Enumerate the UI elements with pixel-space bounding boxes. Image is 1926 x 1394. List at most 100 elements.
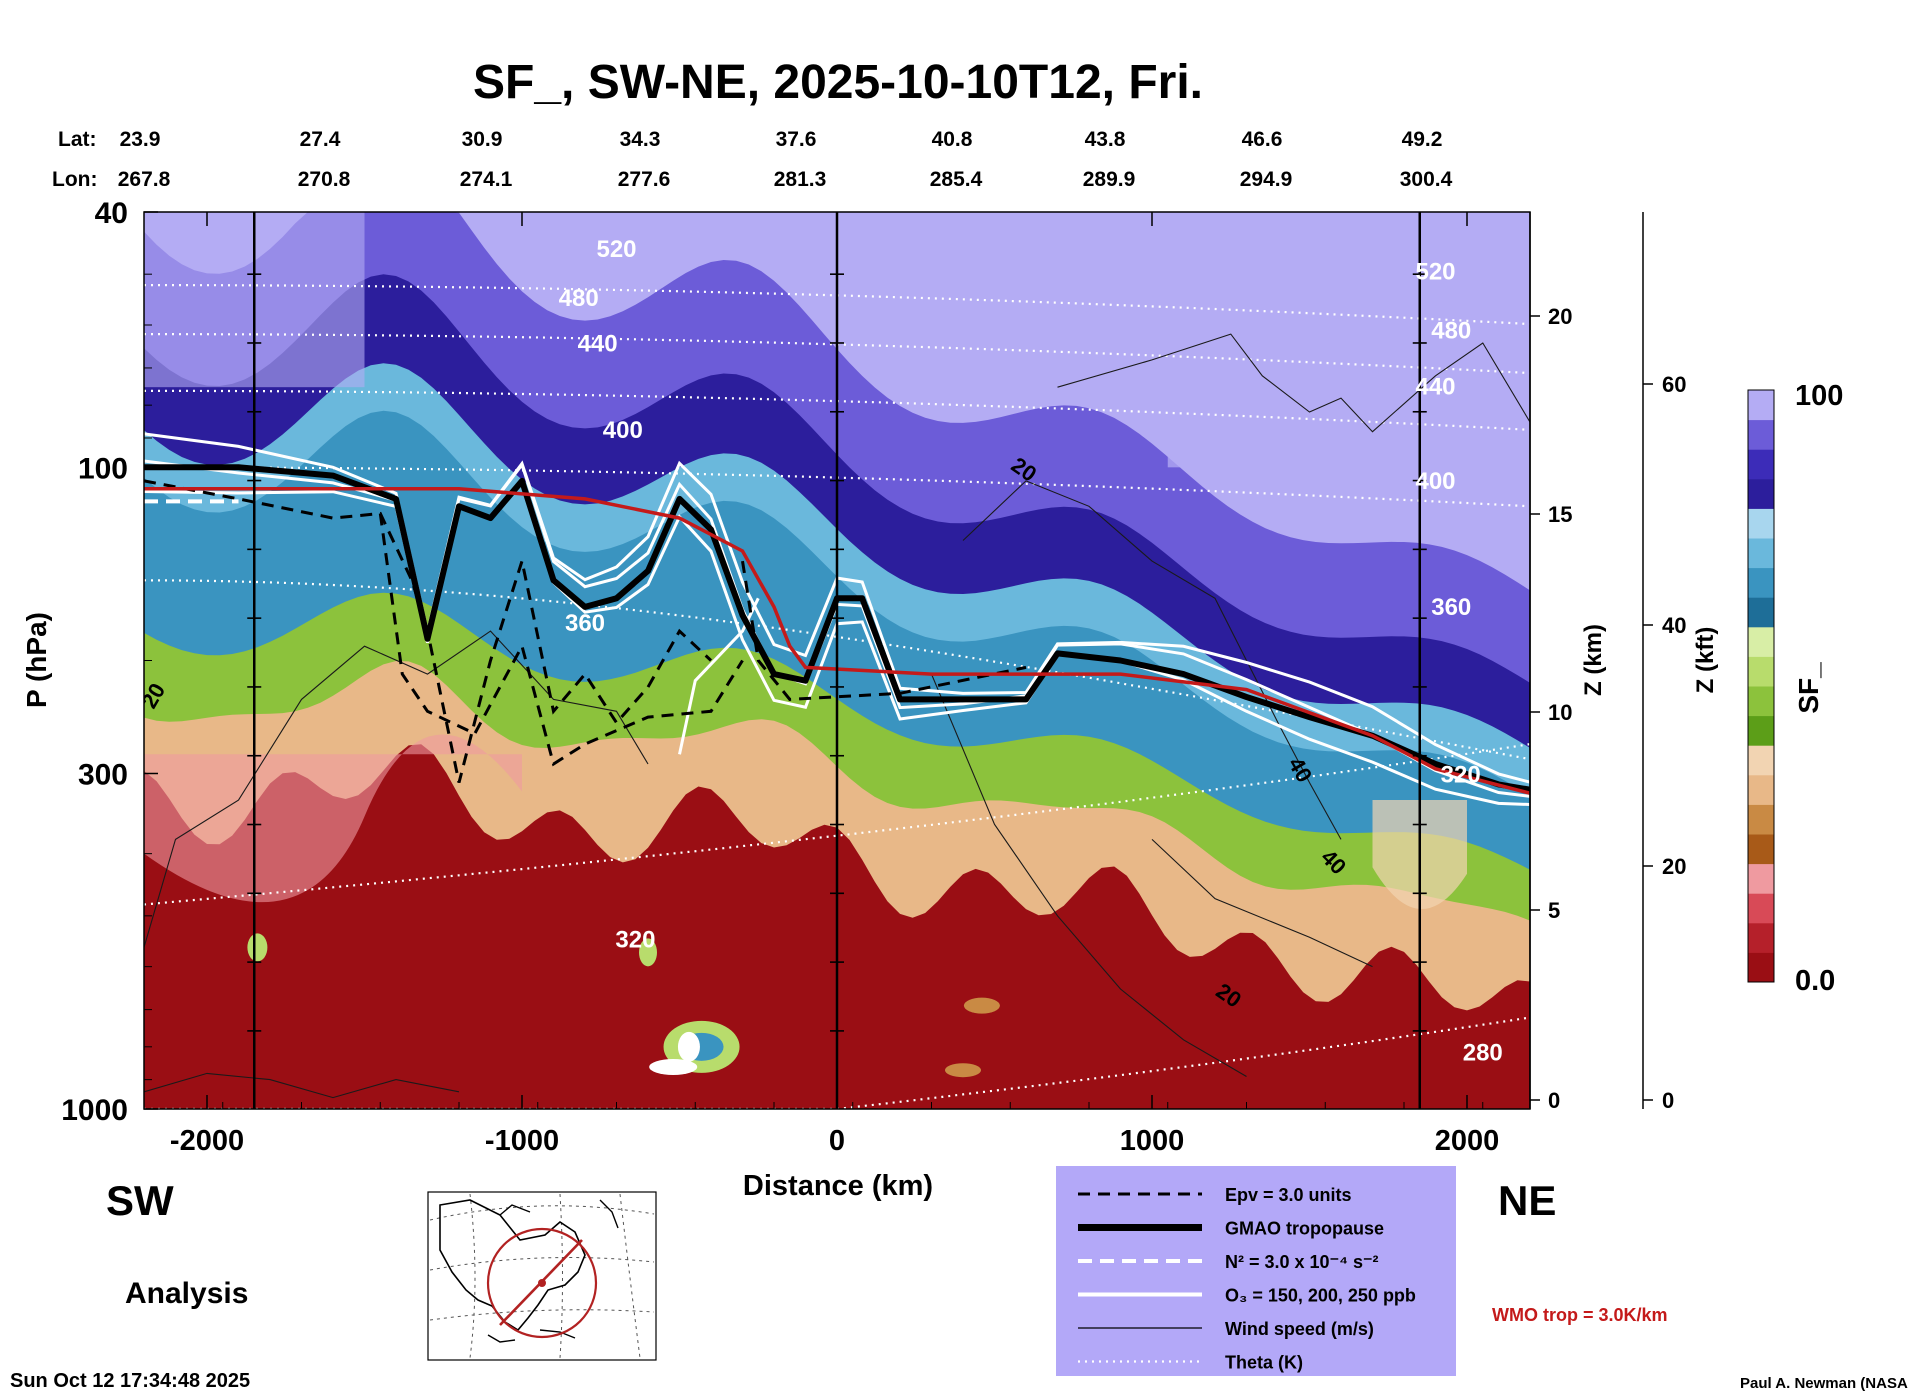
z-km-label: Z (km): [1580, 624, 1607, 696]
lat-tick-label: 30.9: [462, 128, 503, 151]
colorbar-swatch: [1748, 567, 1774, 598]
epv-contours: [144, 479, 1027, 783]
x-axis-label: Distance (km): [743, 1170, 933, 1202]
z-km-tick-label: 15: [1548, 502, 1572, 527]
colorbar-swatch: [1748, 774, 1774, 805]
theta-label: 480: [559, 285, 599, 312]
x-axis: -2000 -1000 0 1000 2000: [143, 212, 1499, 1157]
colorbar-swatch: [1748, 390, 1774, 421]
legend-label: Epv = 3.0 units: [1225, 1185, 1352, 1205]
z-kft-tick-label: 20: [1662, 854, 1686, 879]
legend-label: GMAO tropopause: [1225, 1219, 1384, 1239]
wmo-tropopause-line: [144, 487, 1530, 795]
epv-contour-1: [144, 479, 713, 783]
x-tick-label: -2000: [170, 1125, 244, 1157]
lon-tick-label: 274.1: [460, 168, 513, 191]
colorbar-swatch: [1748, 834, 1774, 865]
y-axis: 40 100 300 1000: [61, 197, 158, 1127]
lon-row: 267.8 270.8 274.1 277.6 281.3 285.4 289.9 294.9…: [118, 168, 1453, 191]
inset-map: [427, 1191, 657, 1361]
theta-label: 520: [1415, 259, 1455, 286]
colorbar-swatch: [1748, 508, 1774, 539]
colorbar-swatch: [1748, 656, 1774, 687]
blob-green-3: [247, 933, 268, 962]
colorbar: [1747, 389, 1775, 983]
wmo-label: WMO trop = 3.0K/km: [1492, 1305, 1668, 1325]
z-km-tick-label: 20: [1548, 304, 1572, 329]
timestamp: Sun Oct 12 17:34:48 2025: [10, 1370, 250, 1392]
wind-contour-3: [930, 673, 1247, 1077]
wind-contour-4: [1057, 333, 1530, 433]
y-tick-label: 100: [78, 452, 128, 485]
wind-contours: [144, 333, 1530, 1099]
theta-label: 480: [1431, 318, 1471, 345]
lat-tick-label: 37.6: [776, 128, 817, 151]
lon-tick-label: 285.4: [930, 168, 983, 191]
theta-label: 440: [1415, 374, 1455, 401]
wind-contour-5: [144, 1072, 460, 1099]
colorbar-swatch: [1748, 686, 1774, 717]
wind-contour-2: [962, 480, 1342, 840]
y-tick-label: 300: [78, 758, 128, 791]
colorbar-min: 0.0: [1795, 965, 1835, 997]
y-axis-label: P (hPa): [21, 612, 52, 708]
lat-row: 23.9 27.4 30.9 34.3 37.6 40.8 43.8 46.6 49.2: [120, 128, 1443, 151]
theta-label: 360: [565, 610, 605, 637]
colorbar-swatch: [1748, 478, 1774, 509]
theta-320: [144, 743, 1530, 906]
lon-tick-label: 281.3: [774, 168, 827, 191]
legend-box: [1056, 1166, 1456, 1376]
lat-tick-label: 23.9: [120, 128, 161, 151]
z-kft-axis: 60 40 20 0: [1642, 212, 1686, 1113]
blob-tan: [963, 997, 1000, 1014]
plot-area: 5204804404003603202805204804404003603202…: [144, 212, 1530, 1109]
theta-360: [144, 579, 1530, 761]
theta-label: 280: [1463, 1039, 1503, 1066]
lon-tick-label: 270.8: [298, 168, 351, 191]
theta-label: 320: [1441, 762, 1481, 789]
z-km-tick-label: 0: [1548, 1088, 1560, 1113]
field-top-right: [1167, 347, 1530, 468]
colorbar-swatch: [1748, 952, 1774, 983]
z-kft-tick-label: 0: [1662, 1088, 1674, 1113]
wmo-tropopause: [144, 487, 1530, 795]
blob-white-2: [649, 1058, 698, 1075]
y-tick-label: 1000: [61, 1094, 128, 1127]
lat-tick-label: 46.6: [1242, 128, 1283, 151]
colorbar-swatch: [1748, 745, 1774, 776]
legend-label: Theta (K): [1225, 1353, 1303, 1373]
colorbar-swatch: [1748, 804, 1774, 835]
lat-tick-label: 34.3: [620, 128, 661, 151]
colorbar-swatch: [1748, 449, 1774, 480]
section-markers: [247, 212, 1427, 1109]
z-km-tick-label: 10: [1548, 700, 1572, 725]
lon-tick-label: 277.6: [618, 168, 671, 191]
z-km-axis: 20 15 10 5 0: [1529, 212, 1572, 1113]
legend-label: O₃ = 150, 200, 250 ppb: [1225, 1286, 1416, 1306]
credit: Paul A. Newman (NASA: [1740, 1375, 1908, 1392]
epv-contour-3: [741, 560, 1027, 701]
colorbar-swatch: [1748, 715, 1774, 746]
x-tick-label: -1000: [485, 1125, 559, 1157]
colorbar-swatch: [1748, 538, 1774, 569]
field-pink-zone: [144, 734, 522, 903]
lat-tick-label: 43.8: [1085, 128, 1126, 151]
lon-tick-label: 300.4: [1400, 168, 1453, 191]
colorbar-swatch: [1748, 419, 1774, 450]
blob-tan-2: [945, 1063, 981, 1078]
legend-label: Wind speed (m/s): [1225, 1319, 1374, 1339]
lon-label: Lon:: [52, 168, 97, 191]
epv-contour-2: [378, 513, 744, 767]
lon-tick-label: 289.9: [1083, 168, 1136, 191]
colorbar-frame: [1747, 389, 1775, 983]
theta-label: 360: [1431, 594, 1471, 621]
y-tick-label: 40: [95, 197, 128, 230]
ne-label: NE: [1498, 1177, 1556, 1224]
colorbar-swatch: [1748, 893, 1774, 924]
lat-tick-label: 49.2: [1402, 128, 1443, 151]
lat-label: Lat:: [58, 128, 97, 151]
analysis-label: Analysis: [125, 1277, 248, 1310]
theta-label: 440: [578, 331, 618, 358]
lat-tick-label: 27.4: [300, 128, 341, 151]
